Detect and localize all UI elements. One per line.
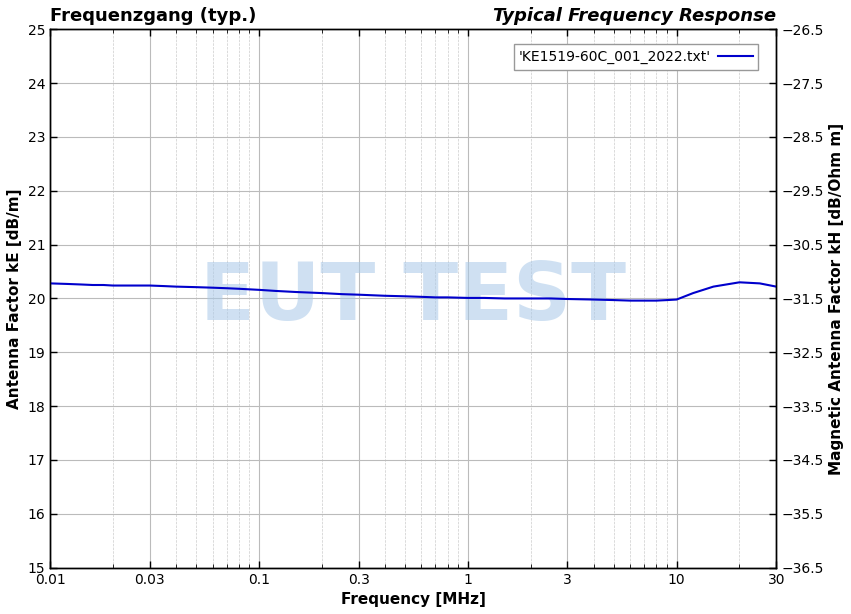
X-axis label: Frequency [MHz]: Frequency [MHz] [340, 592, 486, 607]
Text: Frequenzgang (typ.): Frequenzgang (typ.) [50, 7, 256, 25]
Text: EUT TEST: EUT TEST [200, 260, 626, 338]
Legend: 'KE1519-60C_001_2022.txt': 'KE1519-60C_001_2022.txt' [513, 44, 758, 69]
Text: Typical Frequency Response: Typical Frequency Response [493, 7, 776, 25]
Y-axis label: Antenna Factor kE [dB/m]: Antenna Factor kE [dB/m] [7, 188, 22, 409]
Y-axis label: Magnetic Antenna Factor kH [dB/Ohm m]: Magnetic Antenna Factor kH [dB/Ohm m] [829, 122, 844, 475]
